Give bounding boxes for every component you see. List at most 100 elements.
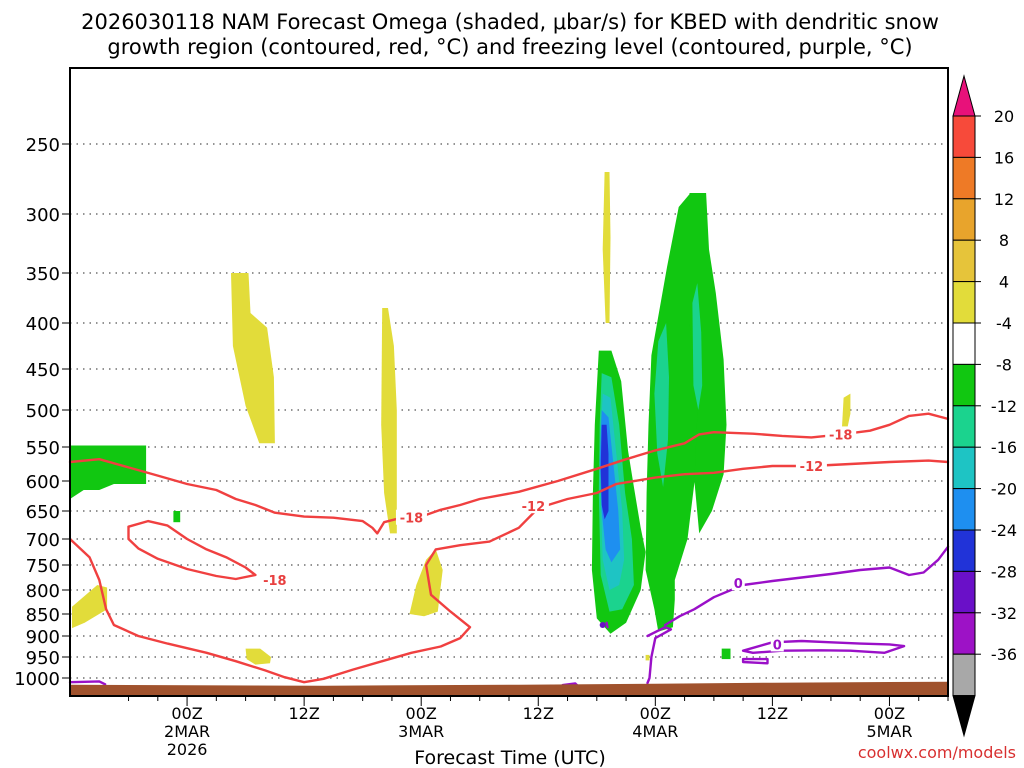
colorbar-swatch-8 (952, 446, 976, 490)
y-axis: 2503003504004505005506006507007508008509… (14, 135, 70, 690)
omega-region-2 (409, 549, 443, 617)
colorbar-label-13: -36 (991, 645, 1017, 664)
colorbar-label-1: 16 (994, 148, 1014, 167)
chart-title-line-1: 2026030118 NAM Forecast Omega (shaded, μ… (81, 10, 939, 34)
freezing-contour-8 (68, 680, 107, 686)
x-tick-label-3: 12Z (523, 704, 554, 723)
x-tick-date-4: 4MAR (632, 722, 678, 741)
omega-region-12 (689, 193, 727, 534)
y-tick-label-850: 850 (26, 605, 60, 626)
colorbar-label-3: 8 (999, 231, 1009, 250)
freezing-contour-4 (605, 621, 609, 629)
y-tick-label-900: 900 (26, 627, 60, 648)
dgz-label-2: -12 (522, 500, 546, 515)
y-tick-label-650: 650 (26, 502, 60, 523)
x-axis-label: Forecast Time (UTC) (414, 747, 605, 768)
colorbar: 20 16 12 8 4 -4 -8 -12 -16 -20 -24 -28 -32 -36 (952, 74, 1017, 738)
colorbar-swatch-2 (952, 198, 976, 241)
colorbar-swatch-5 (952, 322, 976, 365)
colorbar-bottom-arrow (952, 695, 976, 738)
y-tick-label-800: 800 (26, 581, 60, 602)
omega-region-6 (841, 393, 851, 433)
omega-region-7 (645, 654, 650, 661)
x-tick-date-0: 2MAR (164, 722, 210, 741)
ground-fill (70, 681, 948, 696)
freezing-label-0: 0 (734, 577, 743, 592)
y-tick-label-600: 600 (26, 472, 60, 493)
x-tick-date-2: 3MAR (398, 722, 444, 741)
dgz-label-1: -18 (400, 512, 424, 527)
colorbar-label-0: 20 (994, 107, 1014, 126)
colorbar-swatch-12 (952, 612, 976, 655)
y-tick-label-700: 700 (26, 530, 60, 551)
x-tick-date-6: 5MAR (866, 722, 912, 741)
x-tick-label-1: 12Z (288, 704, 319, 723)
contour-labels: -18 -18 -12 -12 -18 0 0 (259, 426, 857, 653)
freezing-contour-3 (663, 545, 950, 627)
colorbar-swatch-13 (952, 653, 976, 697)
omega-region-1 (381, 308, 397, 534)
y-tick-label-300: 300 (26, 205, 60, 226)
colorbar-swatch-4 (952, 281, 976, 324)
dgz-label-4: -18 (829, 428, 853, 443)
x-tick-label-5: 12Z (757, 704, 788, 723)
omega-region-16 (692, 283, 703, 410)
dgz-contour-0 (68, 412, 950, 535)
freezing-label-1-bg (770, 636, 784, 652)
dgz-label-4-bg (825, 426, 857, 442)
freezing-contour-7 (741, 657, 769, 665)
colorbar-swatch-3 (952, 239, 976, 283)
omega-region-15 (654, 323, 669, 487)
colorbar-swatch-7 (952, 405, 976, 448)
colorbar-swatch-1 (952, 156, 976, 200)
x-tick-label-0: 00Z (171, 704, 202, 723)
colorbar-swatch-6 (952, 363, 976, 407)
colorbar-label-8: -16 (991, 438, 1017, 457)
x-tick-label-4: 00Z (640, 704, 671, 723)
x-tick-year-0: 2026 (167, 740, 208, 759)
plot-area (70, 68, 948, 696)
y-tick-label-500: 500 (26, 401, 60, 422)
dgz-label-3: -12 (800, 460, 824, 475)
colorbar-swatch-0 (952, 115, 976, 158)
y-tick-label-450: 450 (26, 360, 60, 381)
colorbar-label-5: -4 (996, 314, 1012, 333)
dgz-label-0: -18 (263, 574, 287, 589)
omega-region-8 (70, 445, 147, 499)
colorbar-swatch-9 (952, 488, 976, 531)
ground-terrain (70, 681, 948, 696)
omega-region-13 (721, 648, 731, 660)
freezing-label-1: 0 (773, 638, 782, 653)
colorbar-swatch-11 (952, 570, 976, 614)
y-tick-label-350: 350 (26, 264, 60, 285)
omega-region-5 (602, 172, 611, 323)
omega-region-9 (173, 511, 181, 523)
omega-region-0 (231, 273, 275, 444)
omega-region-4 (245, 648, 271, 665)
colorbar-label-10: -24 (991, 521, 1017, 540)
colorbar-label-7: -12 (991, 397, 1017, 416)
x-tick-label-6: 00Z (874, 704, 905, 723)
y-tick-label-550: 550 (26, 438, 60, 459)
colorbar-label-4: 4 (999, 273, 1009, 292)
freezing-label-0-bg (731, 575, 745, 590)
watermark: coolwx.com/models (858, 743, 1016, 762)
colorbar-swatch-10 (952, 529, 976, 572)
dgz-label-3-bg (795, 458, 827, 474)
colorbar-label-9: -20 (991, 480, 1017, 499)
dgz-label-0-bg (259, 572, 291, 587)
y-tick-label-250: 250 (26, 135, 60, 156)
dgz-contour-1 (68, 459, 950, 684)
omega-point-min (599, 622, 606, 628)
colorbar-label-2: 12 (994, 190, 1014, 209)
y-tick-label-950: 950 (26, 648, 60, 669)
omega-region-19 (600, 424, 609, 520)
colorbar-label-12: -32 (991, 604, 1017, 623)
dgz-label-1-bg (395, 509, 427, 525)
y-tick-label-400: 400 (26, 314, 60, 335)
omega-shading (70, 172, 851, 665)
chart-title-line-2: growth region (contoured, red, °C) and f… (107, 35, 912, 59)
freezing-contour-5 (646, 626, 673, 685)
